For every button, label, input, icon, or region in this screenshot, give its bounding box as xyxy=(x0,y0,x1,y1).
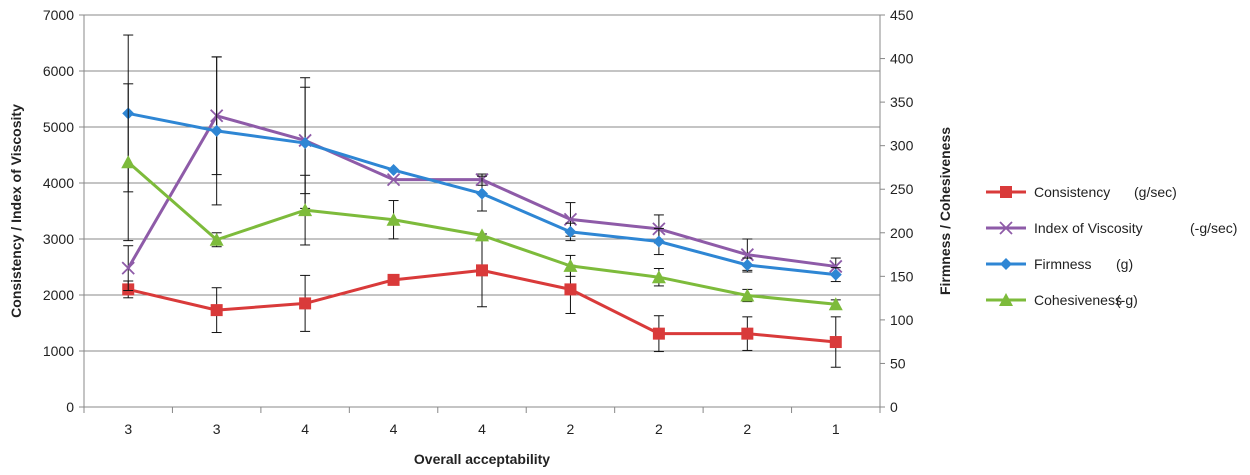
y-axis-right-ticks: 0 50 100 150 200 250 300 350 400 450 xyxy=(880,7,914,415)
legend-swatch-marker xyxy=(999,221,1013,235)
legend-label: Consistency xyxy=(1034,184,1110,200)
data-point xyxy=(210,124,223,137)
y-left-tick-label: 1000 xyxy=(43,343,74,359)
y-left-tick-label: 0 xyxy=(66,399,74,415)
marker-stroke xyxy=(121,261,135,275)
data-point xyxy=(829,259,843,274)
data-point xyxy=(298,203,313,217)
marker-stroke xyxy=(829,259,843,274)
x-axis-title: Overall acceptability xyxy=(414,451,550,467)
data-point xyxy=(299,297,312,310)
legend-swatch-marker xyxy=(1000,186,1012,198)
y-right-tick-label: 0 xyxy=(890,399,898,415)
axes xyxy=(83,15,881,408)
y-right-tick-label: 450 xyxy=(890,7,914,23)
x-tick-label: 3 xyxy=(213,421,221,437)
y-right-tick-label: 200 xyxy=(890,225,914,241)
data-point xyxy=(741,259,754,272)
data-point xyxy=(740,288,755,302)
y-left-tick-label: 5000 xyxy=(43,119,74,135)
data-point xyxy=(475,228,489,242)
y-left-tick-label: 7000 xyxy=(43,7,74,23)
legend-label: Cohesiveness xyxy=(1034,292,1122,308)
legend-item-consistency: Consistency (g/sec) xyxy=(986,184,1177,200)
y-axis-right-title: Firmness / Cohesiveness xyxy=(937,127,953,295)
data-point xyxy=(652,327,665,340)
series-firmness xyxy=(122,34,842,283)
marker-stroke xyxy=(740,248,754,262)
y-right-tick-label: 250 xyxy=(890,181,914,197)
x-tick-label: 1 xyxy=(832,421,840,437)
x-tick-label: 2 xyxy=(743,421,751,437)
data-point xyxy=(829,336,842,349)
data-point xyxy=(387,273,400,286)
legend-item-firmness: Firmness (g) xyxy=(986,256,1133,272)
data-point xyxy=(299,137,312,150)
series-cohesiveness xyxy=(121,83,843,311)
y-left-tick-label: 2000 xyxy=(43,287,74,303)
data-point xyxy=(386,173,401,187)
legend-swatch-marker xyxy=(1000,258,1012,270)
data-point xyxy=(563,258,578,272)
x-axis-ticks: 3 3 4 4 4 2 2 2 1 xyxy=(83,407,881,437)
data-point xyxy=(740,248,754,262)
data-point xyxy=(564,225,577,238)
x-tick-label: 2 xyxy=(567,421,575,437)
marker-stroke xyxy=(999,221,1013,235)
x-tick-label: 2 xyxy=(655,421,663,437)
series-consistency xyxy=(122,233,842,368)
data-point xyxy=(387,164,400,177)
y-axis-left-ticks: 0 1000 2000 3000 4000 5000 6000 7000 xyxy=(43,7,84,415)
y-axis-left-title: Consistency / Index of Viscosity xyxy=(8,104,24,318)
data-point xyxy=(209,232,224,246)
x-tick-label: 3 xyxy=(124,421,132,437)
legend-label: Index of Viscosity xyxy=(1034,220,1143,236)
legend-unit: (-g) xyxy=(1116,292,1138,308)
marker-stroke xyxy=(386,173,401,187)
data-point xyxy=(476,187,488,200)
series xyxy=(121,34,843,368)
data-point xyxy=(651,270,666,284)
data-point xyxy=(828,297,843,311)
data-point xyxy=(121,261,135,275)
y-right-tick-label: 150 xyxy=(890,268,914,284)
data-point xyxy=(741,327,754,340)
data-point xyxy=(652,235,665,248)
data-point xyxy=(210,304,223,317)
y-left-tick-label: 4000 xyxy=(43,175,74,191)
x-tick-label: 4 xyxy=(301,421,309,437)
data-point xyxy=(829,268,842,281)
y-left-tick-label: 6000 xyxy=(43,63,74,79)
legend-unit: (-g/sec) xyxy=(1190,220,1237,236)
legend: Consistency (g/sec) Index of Viscosity (-g/… xyxy=(986,184,1237,308)
legend-swatch-marker xyxy=(999,293,1013,306)
legend-unit: (g/sec) xyxy=(1134,184,1177,200)
data-point xyxy=(564,283,577,296)
y-right-tick-label: 400 xyxy=(890,51,914,67)
data-point xyxy=(386,212,401,226)
x-tick-label: 4 xyxy=(478,421,486,437)
data-point xyxy=(476,264,488,277)
y-right-tick-label: 300 xyxy=(890,138,914,154)
x-tick-label: 4 xyxy=(390,421,398,437)
legend-label: Firmness xyxy=(1034,256,1092,272)
legend-item-cohesiveness: Cohesiveness(-g) xyxy=(986,292,1138,308)
data-point xyxy=(121,155,136,169)
y-right-tick-label: 350 xyxy=(890,94,914,110)
legend-unit: (g) xyxy=(1116,256,1133,272)
legend-item-index-of-viscosity: Index of Viscosity (-g/sec) xyxy=(986,220,1237,236)
y-right-tick-label: 50 xyxy=(890,355,906,371)
y-left-tick-label: 3000 xyxy=(43,231,74,247)
y-right-tick-label: 100 xyxy=(890,312,914,328)
